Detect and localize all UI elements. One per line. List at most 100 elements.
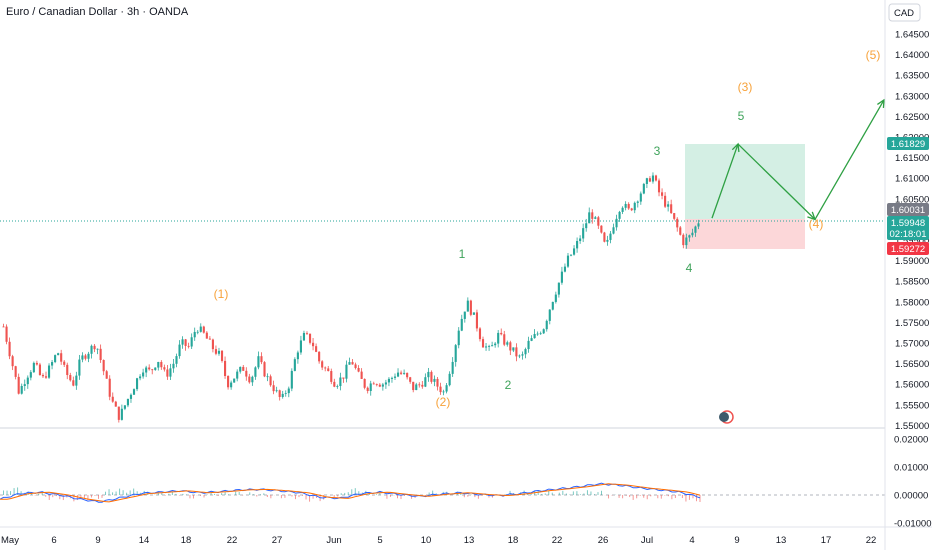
candle-body [451, 361, 454, 374]
candle-body [548, 309, 551, 321]
candle-body [539, 333, 542, 335]
candle-body [163, 367, 166, 370]
candle-body [560, 271, 563, 283]
date-tick-label: 22 [866, 535, 877, 546]
candle-body [26, 377, 29, 385]
candle-body [236, 371, 239, 379]
candle-body [11, 356, 14, 367]
candle-body [214, 349, 218, 354]
candle-body [44, 376, 48, 378]
candle-body [557, 282, 560, 295]
wave-label-minor-5: 5 [738, 109, 745, 123]
price-tick-label: 1.57000 [895, 339, 929, 350]
take-profit-zone[interactable] [685, 144, 805, 219]
oscillator-tick-label: 0.02000 [894, 435, 928, 446]
candle-body [645, 178, 648, 184]
date-axis[interactable]: May 6 9 14 18 22 27 Jun 5 10 13 18 22 26 Jul 4 9 13 17 22 [0, 526, 932, 546]
candle-body [421, 384, 424, 387]
candle-body [75, 375, 78, 386]
projection-segment [737, 143, 816, 220]
candle-body [348, 362, 351, 365]
candle-body [621, 207, 624, 212]
candle-body [96, 348, 99, 350]
candle-body [154, 367, 157, 370]
stop-badge-bg [887, 242, 929, 255]
alert-dot-icon[interactable] [719, 412, 729, 422]
candle-body [32, 362, 35, 373]
price-tick-label: 1.56500 [895, 359, 929, 370]
projection-segment [711, 143, 739, 219]
stop-loss-zone[interactable] [685, 219, 805, 249]
wave-label-minor-2: 2 [505, 378, 512, 392]
currency-label[interactable]: CAD [894, 8, 914, 19]
candle-body [318, 351, 321, 362]
candle-body [66, 364, 69, 376]
candle-body [117, 406, 120, 420]
candle-body [308, 333, 312, 343]
candle-body [233, 378, 236, 383]
candle-body [148, 367, 151, 370]
date-tick-label: 14 [139, 535, 150, 546]
currency-button[interactable] [888, 3, 921, 22]
candle-body [217, 350, 221, 354]
candle-body [430, 371, 433, 382]
candle-body [615, 218, 618, 228]
candle-body [339, 377, 342, 387]
candle-body [639, 193, 642, 202]
candle-body [63, 361, 66, 365]
candle-body [442, 391, 445, 393]
candle-body [202, 326, 205, 333]
candle-body [145, 367, 148, 373]
stop-price-label: 1.59272 [891, 244, 925, 255]
candle-body [181, 339, 184, 345]
price-axis[interactable]: CAD 1.64500 1.64000 1.63500 1.63000 1.62500 1… [884, 0, 932, 550]
candle-body [302, 332, 306, 341]
candle-body [697, 223, 700, 227]
price-tick-label: 1.58500 [895, 277, 929, 288]
alert-marker[interactable] [719, 410, 734, 424]
candle-body [524, 349, 527, 355]
candle-body [72, 380, 75, 386]
candle-body [169, 368, 172, 377]
price-tick-label: 1.63000 [895, 91, 929, 102]
candle-body [223, 360, 227, 377]
candle-body [287, 388, 290, 394]
candle-body [51, 362, 54, 366]
candle-body [327, 368, 330, 372]
candle-body [369, 383, 372, 392]
date-tick-label: 17 [821, 535, 832, 546]
candle-body [624, 203, 627, 208]
current-badge-bg [887, 216, 929, 240]
projection-arrowhead [877, 98, 885, 108]
oscillator-tick-labels: 0.02000 0.01000 0.00000 -0.01000 [894, 435, 932, 530]
candle-body [618, 211, 621, 219]
wave-label-primary-2: (2) [436, 395, 451, 409]
candle-body [248, 376, 251, 383]
candle-body [603, 232, 606, 242]
countdown-label: 02:18:01 [890, 229, 927, 240]
candle-body [227, 376, 230, 388]
candle-body [160, 361, 163, 368]
candle-body [424, 377, 427, 387]
candle-body [554, 294, 557, 302]
price-tick-label: 1.61500 [895, 153, 929, 164]
candle-body [321, 361, 324, 368]
candle-body [393, 376, 397, 378]
target-price-label: 1.61829 [891, 139, 925, 150]
candle-body [475, 312, 479, 329]
candle-body [312, 342, 315, 347]
projection-arrowhead [731, 142, 740, 153]
price-tick-label: 1.59000 [895, 256, 929, 267]
candle-body [239, 366, 242, 372]
candle-body [412, 381, 415, 391]
candle-body [375, 384, 378, 386]
candle-body [384, 382, 387, 385]
wave-label-minor-1: 1 [459, 247, 466, 261]
candle-body [478, 328, 482, 340]
candle-body [454, 345, 457, 362]
candle-body [263, 362, 266, 377]
candle-body [230, 382, 233, 388]
candle-body [627, 203, 630, 209]
